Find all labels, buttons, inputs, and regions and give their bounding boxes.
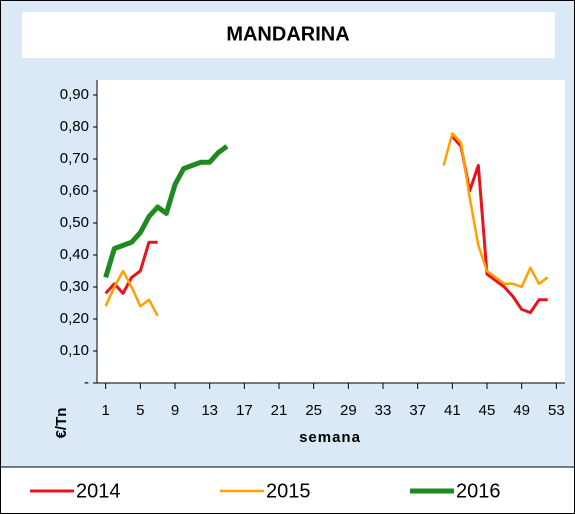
series-line: [104, 132, 549, 317]
series-line: [103, 144, 229, 279]
y-axis-label: €/Tn: [53, 408, 70, 439]
x-axis-label: semana: [299, 429, 361, 446]
x-tick-label: 13: [201, 402, 218, 419]
x-tick-label: 25: [305, 402, 322, 419]
y-tick-label: 0,20: [60, 310, 89, 327]
plot-area: [97, 80, 565, 383]
title-box: [22, 12, 555, 58]
y-tick-label: -: [84, 374, 89, 391]
x-tick-label: 49: [513, 402, 530, 419]
x-tick-label: 29: [340, 402, 357, 419]
x-tick-label: 17: [236, 402, 253, 419]
y-tick-label: 0,10: [60, 342, 89, 359]
x-tick-label: 45: [479, 402, 496, 419]
y-tick-label: 0,70: [60, 150, 89, 167]
legend-box: [0, 466, 575, 514]
x-tick-label: 1: [101, 402, 109, 419]
y-tick-label: 0,90: [60, 86, 89, 103]
x-tick-label: 37: [409, 402, 426, 419]
x-tick-label: 9: [171, 402, 179, 419]
legend-label: 2015: [266, 480, 311, 502]
y-tick-label: 0,60: [60, 182, 89, 199]
y-tick-label: 0,40: [60, 246, 89, 263]
y-tick-label: 0,30: [60, 278, 89, 295]
legend-label: 2016: [456, 480, 501, 502]
x-tick-label: 5: [136, 402, 144, 419]
x-tick-label: 33: [375, 402, 392, 419]
y-tick-label: 0,50: [60, 214, 89, 231]
y-tick-label: 0,80: [60, 118, 89, 135]
x-tick-label: 41: [444, 402, 461, 419]
x-tick-label: 53: [548, 402, 565, 419]
chart-title: MANDARINA: [226, 23, 349, 45]
x-tick-label: 21: [271, 402, 288, 419]
legend-label: 2014: [76, 480, 121, 502]
